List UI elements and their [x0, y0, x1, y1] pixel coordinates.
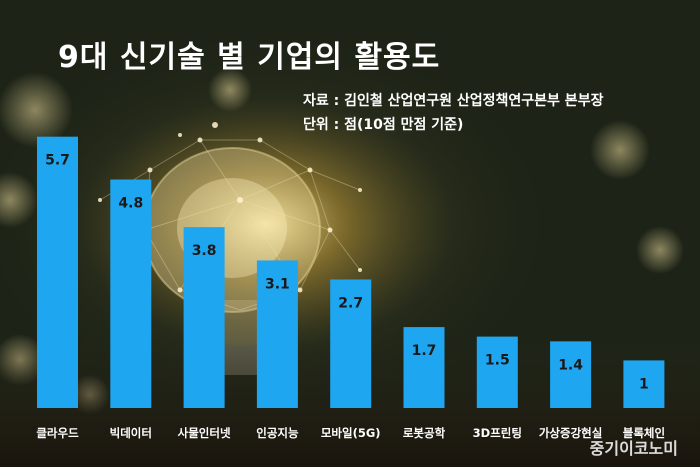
bar-value-label-9: 1	[639, 376, 649, 392]
category-label-8: 가상증강현실	[539, 426, 602, 440]
bar-5	[330, 279, 372, 408]
bar-value-label-3: 3.8	[192, 243, 217, 259]
bar-value-label-5: 2.7	[338, 295, 363, 311]
bar-value-label-4: 3.1	[265, 276, 290, 292]
category-label-4: 인공지능	[256, 426, 299, 440]
bar-2	[110, 179, 152, 408]
category-label-7: 3D프린팅	[473, 426, 522, 440]
category-label-3: 사물인터넷	[178, 426, 231, 440]
category-label-6: 로봇공학	[403, 426, 446, 440]
bar-7	[476, 336, 518, 408]
bar-value-label-8: 1.4	[558, 357, 583, 373]
bar-1	[37, 136, 78, 408]
category-label-1: 클라우드	[36, 426, 79, 440]
bar-3	[183, 227, 225, 408]
bar-value-label-1: 5.7	[45, 153, 70, 169]
chart-title: 9대 신기술 별 기업의 활용도	[58, 40, 441, 75]
bar-4	[256, 260, 298, 408]
bar-value-label-7: 1.5	[485, 353, 510, 369]
category-label-9: 블록체인	[623, 426, 665, 440]
bar-value-label-6: 1.7	[412, 343, 437, 359]
bar-8	[550, 341, 592, 408]
category-label-2: 빅데이터	[110, 426, 152, 440]
category-label-5: 모바일(5G)	[321, 426, 381, 440]
bar-9	[623, 360, 665, 408]
source-note: 자료 : 김인철 산업연구원 산업정책연구본부 본부장	[303, 93, 604, 109]
publisher-watermark: 중기이코노미	[589, 439, 678, 458]
bar-6	[403, 327, 445, 408]
bar-value-label-2: 4.8	[118, 196, 143, 212]
unit-note: 단위 : 점(10점 만점 기준)	[303, 117, 464, 133]
